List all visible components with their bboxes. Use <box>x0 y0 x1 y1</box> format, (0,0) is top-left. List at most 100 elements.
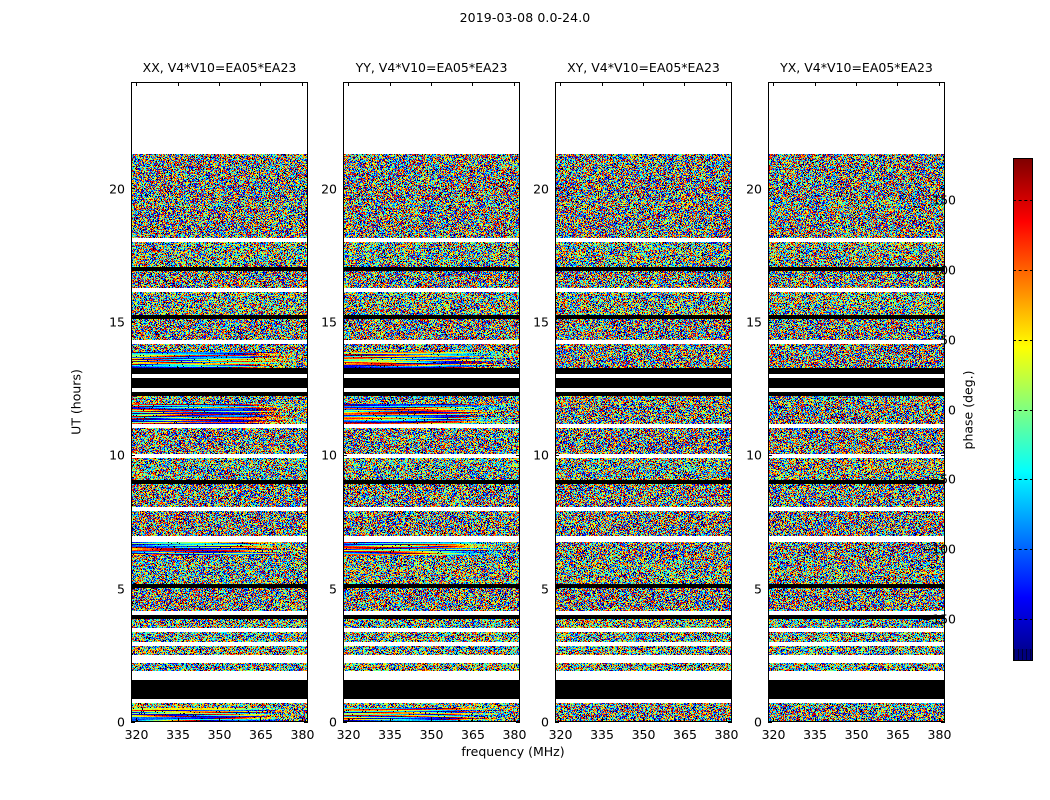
x-tick-mark <box>560 82 562 86</box>
x-tick-mark <box>897 718 899 722</box>
x-tick-label: 335 <box>803 727 827 742</box>
y-tick-mark <box>728 321 732 323</box>
waterfall-image-xx <box>132 83 307 721</box>
x-tick-mark <box>684 82 686 86</box>
y-tick-label: 15 <box>533 314 549 330</box>
y-tick-mark <box>304 588 308 590</box>
colorbar-tick-mark <box>1013 619 1033 621</box>
x-tick-mark <box>856 82 857 86</box>
x-tick-mark <box>513 718 515 722</box>
y-tick-label: 10 <box>533 447 549 463</box>
x-tick-mark <box>513 82 515 86</box>
colorbar-tick-label: 0 <box>948 402 956 417</box>
y-tick-mark <box>343 588 347 590</box>
x-tick-mark <box>389 718 391 722</box>
x-tick-mark <box>177 718 179 722</box>
y-tick-mark <box>728 188 732 190</box>
colorbar-ticklabel-layer: 150 100 50 0 −50 −100 −150 <box>921 192 956 626</box>
colorbar-label: phase (deg.) <box>960 370 976 450</box>
x-tick-mark <box>472 82 474 86</box>
x-tick-mark <box>431 718 432 722</box>
waterfall-image-xy <box>556 83 731 721</box>
x-tick-mark <box>938 82 940 86</box>
colorbar-tick-label: 100 <box>932 262 956 278</box>
colorbar-tick-mark <box>1013 479 1033 481</box>
y-tick-label: 10 <box>746 447 762 463</box>
y-tick-mark <box>131 321 135 323</box>
y-tick-mark <box>555 454 559 456</box>
x-tick-mark <box>938 718 940 722</box>
y-tick-mark <box>555 588 559 590</box>
y-tick-mark <box>941 588 945 590</box>
y-tick-label: 5 <box>541 581 549 597</box>
x-tick-label: 335 <box>590 727 614 742</box>
panel-title-yy: YY, V4*V10=EA05*EA23 <box>355 60 508 75</box>
panel-title-xx: XX, V4*V10=EA05*EA23 <box>142 60 297 75</box>
x-tick-mark <box>814 718 816 722</box>
x-tick-mark <box>643 718 644 722</box>
x-tick-mark <box>260 718 262 722</box>
x-tick-mark <box>773 718 775 722</box>
colorbar-tick-label: −100 <box>921 541 956 557</box>
y-tick-label: 20 <box>321 181 337 197</box>
y-tick-label: 15 <box>746 314 762 330</box>
x-tick-label: 350 <box>207 727 232 742</box>
colorbar-tick-label: 150 <box>932 192 956 208</box>
y-tick-mark <box>343 321 347 323</box>
y-tick-mark <box>768 721 772 723</box>
waterfall-panel-yy[interactable] <box>343 82 520 722</box>
y-tick-label: 5 <box>754 581 762 597</box>
y-tick-mark <box>131 454 135 456</box>
x-tick-mark <box>725 82 727 86</box>
x-tick-mark <box>136 718 138 722</box>
x-tick-label: 350 <box>631 727 656 742</box>
y-tick-label: 0 <box>329 714 337 730</box>
waterfall-panel-xx[interactable] <box>131 82 308 722</box>
x-tick-mark <box>301 82 303 86</box>
x-tick-label: 380 <box>714 727 739 742</box>
y-tick-label: 10 <box>321 447 337 463</box>
figure-suptitle: 2019-03-08 0.0-24.0 <box>459 10 591 25</box>
y-tick-mark <box>555 721 559 723</box>
x-tick-mark <box>177 82 179 86</box>
x-tick-mark <box>389 82 391 86</box>
y-tick-label: 5 <box>329 581 337 597</box>
panel-title-xy: XY, V4*V10=EA05*EA23 <box>567 60 720 75</box>
x-tick-label: 365 <box>673 727 697 742</box>
x-tick-label: 350 <box>419 727 444 742</box>
y-tick-mark <box>131 188 135 190</box>
y-tick-mark <box>768 188 772 190</box>
x-tick-mark <box>431 82 432 86</box>
y-tick-mark <box>941 188 945 190</box>
x-tick-mark <box>814 82 816 86</box>
colorbar-tick-mark <box>1013 269 1033 272</box>
x-tick-mark <box>684 718 686 722</box>
y-tick-mark <box>941 321 945 323</box>
colorbar-tick-mark <box>1013 199 1033 202</box>
x-tick-label: 380 <box>290 727 315 742</box>
x-tick-mark <box>260 82 262 86</box>
colorbar-tick-label: 50 <box>940 332 956 348</box>
colorbar-tick-mark <box>1013 339 1033 342</box>
y-tick-mark <box>516 188 520 190</box>
y-tick-mark <box>304 454 308 456</box>
x-tick-mark <box>643 82 644 86</box>
x-tick-mark <box>856 718 857 722</box>
x-tick-label: 335 <box>378 727 402 742</box>
x-tick-mark <box>219 82 220 86</box>
y-tick-mark <box>768 321 772 323</box>
y-tick-mark <box>304 721 308 723</box>
y-tick-mark <box>131 721 135 723</box>
waterfall-panel-yx[interactable] <box>768 82 945 722</box>
x-tick-mark <box>348 82 350 86</box>
x-tick-mark <box>601 82 603 86</box>
x-tick-mark <box>725 718 727 722</box>
y-tick-label: 20 <box>109 181 125 197</box>
x-tick-label: 365 <box>249 727 273 742</box>
x-tick-label: 320 <box>336 727 361 742</box>
colorbar-tick-label: −50 <box>929 471 956 487</box>
waterfall-panel-xy[interactable] <box>555 82 732 722</box>
x-tick-label: 335 <box>166 727 190 742</box>
y-tick-label: 10 <box>109 447 125 463</box>
y-tick-label: 5 <box>117 581 125 597</box>
